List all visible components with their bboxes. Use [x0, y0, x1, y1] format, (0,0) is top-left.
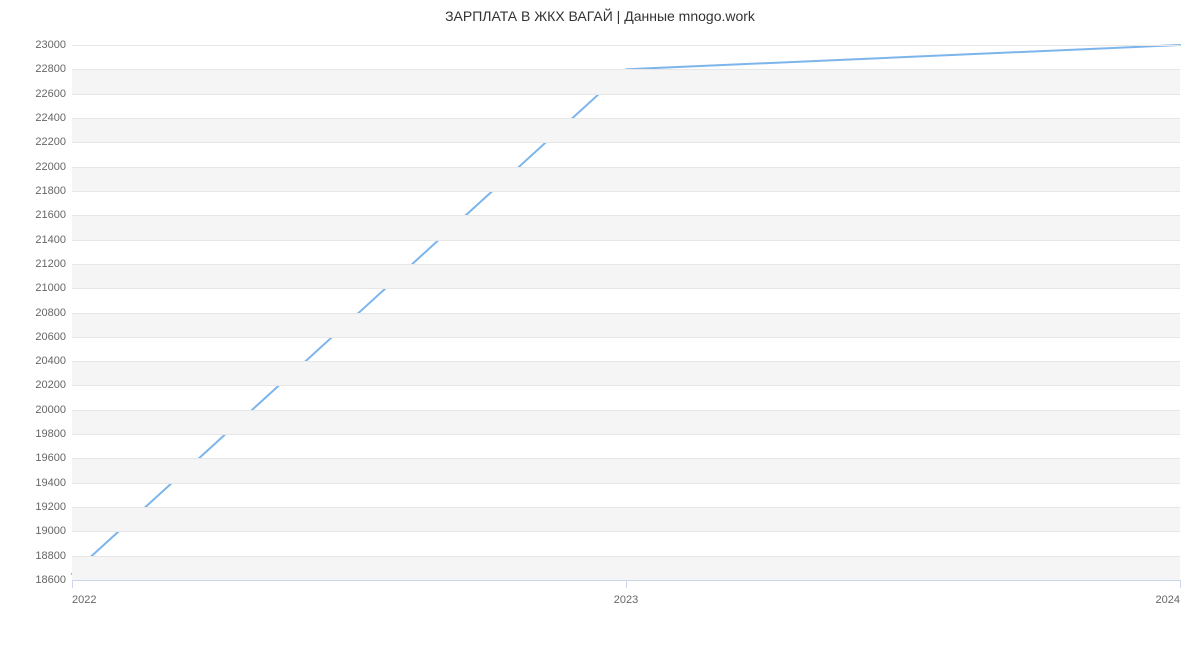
- y-gridline: [72, 288, 1180, 289]
- y-axis-label: 20800: [35, 307, 72, 319]
- y-gridline: [72, 69, 1180, 70]
- y-axis-label: 18600: [35, 574, 72, 586]
- y-gridline: [72, 94, 1180, 95]
- y-axis-label: 19200: [35, 501, 72, 513]
- y-gridline: [72, 507, 1180, 508]
- x-axis-label: 2024: [1156, 588, 1180, 606]
- y-gridline: [72, 434, 1180, 435]
- y-axis-label: 18800: [35, 550, 72, 562]
- y-gridline: [72, 361, 1180, 362]
- grid-band: [72, 215, 1180, 239]
- y-axis-label: 21000: [35, 282, 72, 294]
- y-axis-label: 19400: [35, 477, 72, 489]
- y-axis-label: 19000: [35, 525, 72, 537]
- grid-band: [72, 361, 1180, 385]
- y-gridline: [72, 483, 1180, 484]
- grid-band: [72, 507, 1180, 531]
- y-axis-label: 20400: [35, 355, 72, 367]
- grid-band: [72, 458, 1180, 482]
- y-axis-label: 20000: [35, 404, 72, 416]
- y-axis-label: 22400: [35, 112, 72, 124]
- grid-band: [72, 410, 1180, 434]
- y-axis-label: 22600: [35, 88, 72, 100]
- x-tick: [1180, 580, 1181, 588]
- y-axis-label: 19800: [35, 428, 72, 440]
- grid-band: [72, 556, 1180, 580]
- y-axis-label: 22200: [35, 136, 72, 148]
- grid-band: [72, 167, 1180, 191]
- x-axis-label: 2023: [614, 588, 638, 606]
- y-gridline: [72, 118, 1180, 119]
- y-gridline: [72, 45, 1180, 46]
- grid-band: [72, 69, 1180, 93]
- grid-band: [72, 264, 1180, 288]
- y-axis-label: 21800: [35, 185, 72, 197]
- y-gridline: [72, 410, 1180, 411]
- y-axis-label: 22800: [35, 63, 72, 75]
- y-axis-label: 20200: [35, 379, 72, 391]
- y-gridline: [72, 531, 1180, 532]
- y-gridline: [72, 191, 1180, 192]
- y-gridline: [72, 240, 1180, 241]
- y-axis-label: 21200: [35, 258, 72, 270]
- x-tick: [626, 580, 627, 588]
- y-gridline: [72, 142, 1180, 143]
- x-tick: [72, 580, 73, 588]
- y-axis-label: 20600: [35, 331, 72, 343]
- y-gridline: [72, 215, 1180, 216]
- y-gridline: [72, 313, 1180, 314]
- y-gridline: [72, 458, 1180, 459]
- plot-area: 1860018800190001920019400196001980020000…: [72, 45, 1180, 580]
- y-axis-label: 21400: [35, 234, 72, 246]
- y-gridline: [72, 167, 1180, 168]
- x-axis-label: 2022: [72, 588, 96, 606]
- y-axis-label: 19600: [35, 452, 72, 464]
- y-axis-label: 22000: [35, 161, 72, 173]
- y-axis-label: 23000: [35, 39, 72, 51]
- y-gridline: [72, 556, 1180, 557]
- y-gridline: [72, 264, 1180, 265]
- y-gridline: [72, 385, 1180, 386]
- y-gridline: [72, 337, 1180, 338]
- y-axis-label: 21600: [35, 209, 72, 221]
- grid-band: [72, 118, 1180, 142]
- chart-container: ЗАРПЛАТА В ЖКХ ВАГАЙ | Данные mnogo.work…: [0, 0, 1200, 650]
- chart-title: ЗАРПЛАТА В ЖКХ ВАГАЙ | Данные mnogo.work: [0, 0, 1200, 24]
- grid-band: [72, 313, 1180, 337]
